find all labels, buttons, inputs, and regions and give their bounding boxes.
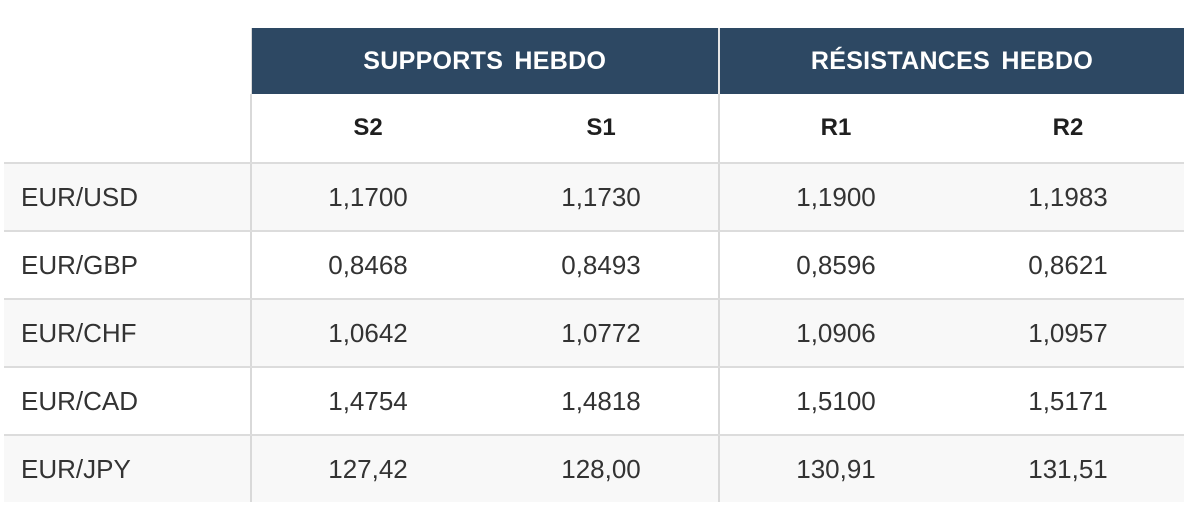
table-row: EUR/GBP 0,8468 0,8493 0,8596 0,8621 (4, 231, 1184, 300)
currency-pair: EUR/JPY (4, 435, 251, 502)
support-resistance-table-container: SUPPORTS HEBDO RÉSISTANCES HEBDO S2 S1 R… (4, 28, 1184, 502)
value-s2: 1,0642 (250, 299, 484, 368)
table-row: EUR/USD 1,1700 1,1730 1,1900 1,1983 (4, 163, 1184, 232)
column-header-r1: R1 (718, 94, 952, 164)
value-s2: 0,8468 (250, 231, 484, 300)
value-r1: 130,91 (718, 435, 952, 502)
column-header-r2: R2 (952, 94, 1184, 164)
value-s1: 1,4818 (484, 367, 719, 436)
value-s1: 128,00 (484, 435, 719, 502)
column-header-s1: S1 (484, 94, 719, 164)
table-row: EUR/CHF 1,0642 1,0772 1,0906 1,0957 (4, 299, 1184, 368)
column-header-row: S2 S1 R1 R2 (4, 94, 1184, 164)
currency-pair: EUR/CHF (4, 299, 251, 368)
value-r2: 131,51 (952, 435, 1184, 502)
table-row: EUR/JPY 127,42 128,00 130,91 131,51 (4, 435, 1184, 502)
value-s1: 1,1730 (484, 163, 719, 232)
group-header-row: SUPPORTS HEBDO RÉSISTANCES HEBDO (4, 28, 1184, 94)
support-resistance-table: SUPPORTS HEBDO RÉSISTANCES HEBDO S2 S1 R… (4, 28, 1184, 502)
currency-pair: EUR/USD (4, 163, 251, 232)
value-r2: 1,0957 (952, 299, 1184, 368)
value-s2: 127,42 (250, 435, 484, 502)
group-header-resistances: RÉSISTANCES HEBDO (719, 28, 1184, 94)
value-r2: 0,8621 (952, 231, 1184, 300)
value-r1: 1,0906 (718, 299, 952, 368)
column-header-s2: S2 (250, 94, 484, 164)
group-header-supports: SUPPORTS HEBDO (250, 28, 720, 94)
value-r1: 1,1900 (718, 163, 952, 232)
currency-pair: EUR/CAD (4, 367, 251, 436)
value-s1: 0,8493 (484, 231, 719, 300)
corner-cell (4, 28, 251, 94)
value-s2: 1,4754 (250, 367, 484, 436)
column-header-pair (4, 94, 251, 164)
value-r1: 0,8596 (718, 231, 952, 300)
value-r2: 1,1983 (952, 163, 1184, 232)
currency-pair: EUR/GBP (4, 231, 251, 300)
value-r2: 1,5171 (952, 367, 1184, 436)
table-row: EUR/CAD 1,4754 1,4818 1,5100 1,5171 (4, 367, 1184, 436)
value-s2: 1,1700 (250, 163, 484, 232)
value-r1: 1,5100 (718, 367, 952, 436)
value-s1: 1,0772 (484, 299, 719, 368)
